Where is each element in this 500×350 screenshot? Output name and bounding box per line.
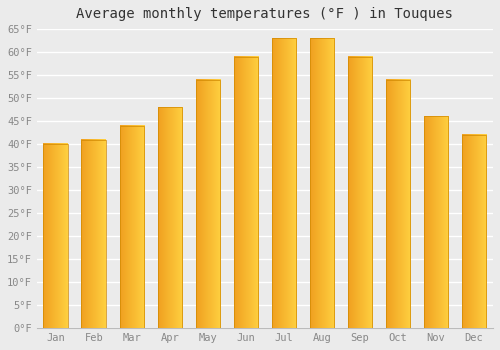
Bar (462, 135, 486, 328)
Bar (82, 140, 106, 328)
Bar (348, 57, 372, 328)
Bar (386, 80, 410, 328)
Bar (424, 117, 448, 328)
Bar (196, 80, 220, 328)
Title: Average monthly temperatures (°F ) in Touques: Average monthly temperatures (°F ) in To… (76, 7, 454, 21)
Bar (272, 38, 296, 328)
Bar (120, 126, 144, 328)
Bar (158, 107, 182, 328)
Bar (234, 57, 258, 328)
Bar (310, 38, 334, 328)
Bar (44, 144, 68, 328)
